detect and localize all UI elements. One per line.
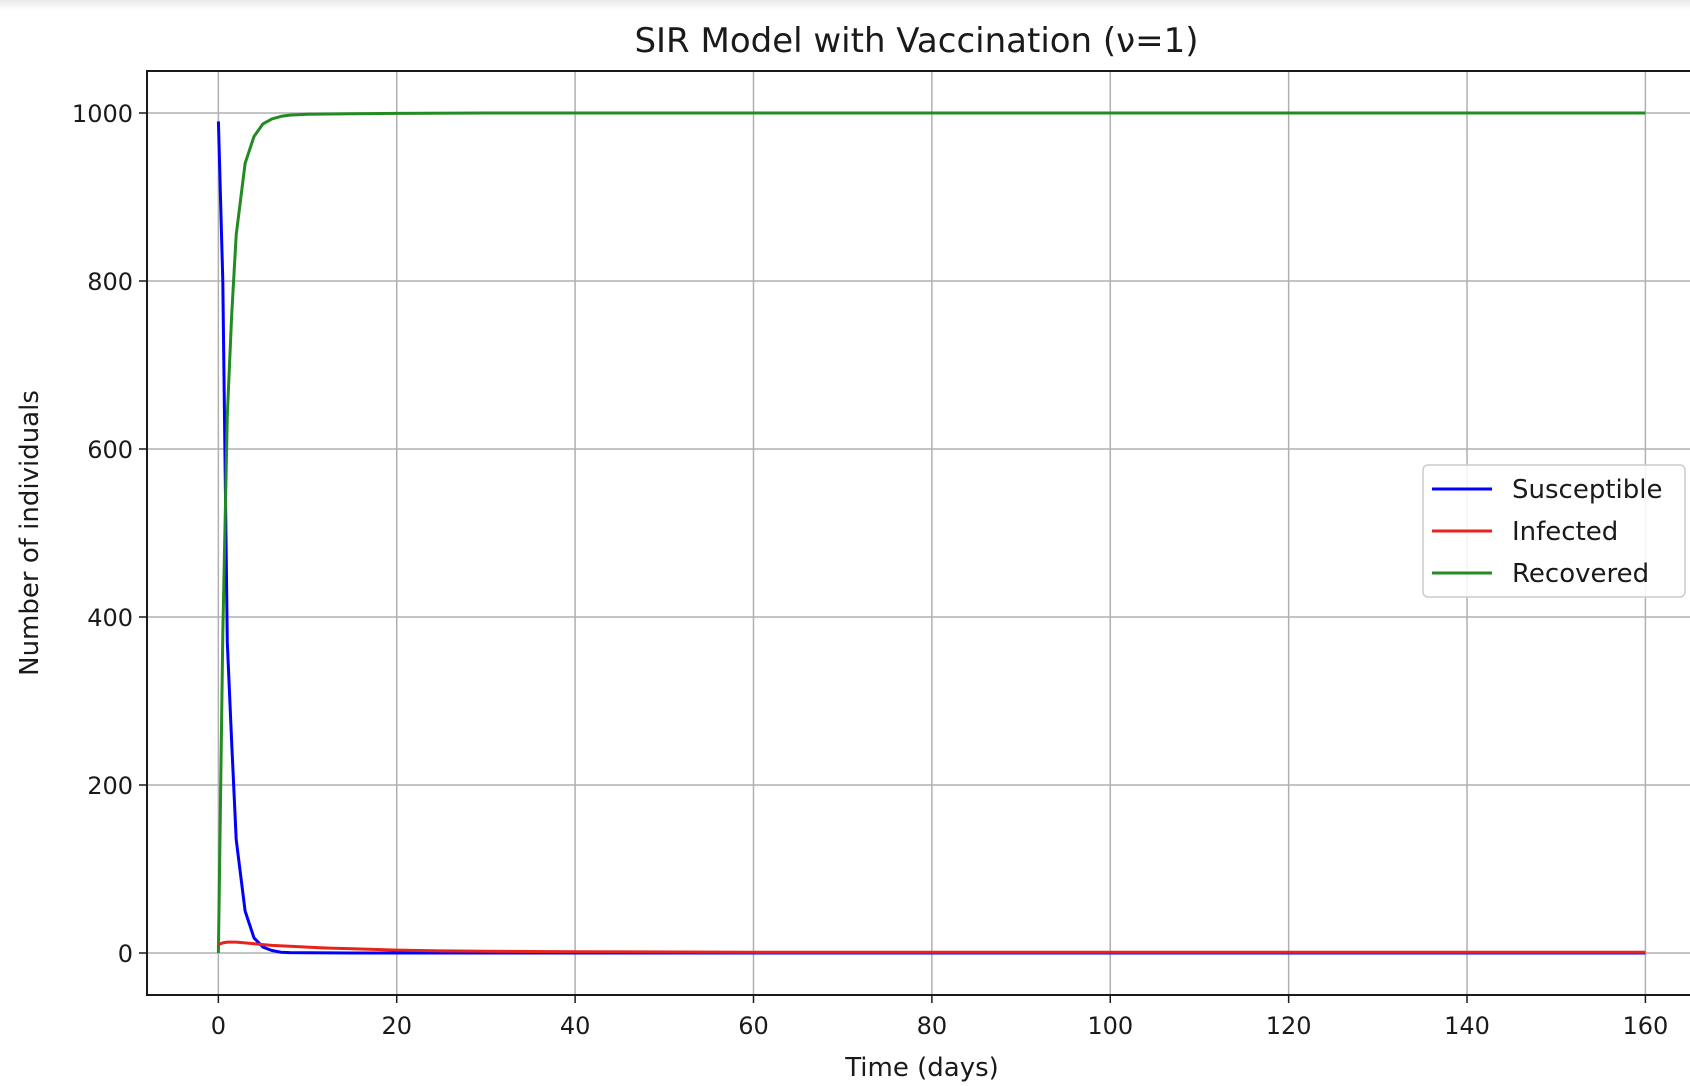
plot-area-frame	[146, 70, 1690, 996]
legend-box	[1422, 464, 1686, 598]
series-layer	[216, 111, 1646, 955]
y-tick-label: 400	[87, 604, 133, 632]
legend-label-susceptible: Susceptible	[1512, 475, 1662, 505]
legend: Susceptible Infected Recovered	[1422, 464, 1686, 598]
x-tick-label: 20	[381, 1012, 412, 1040]
x-tick-label: 0	[211, 1012, 226, 1040]
x-tick-label: 100	[1087, 1012, 1133, 1040]
x-tick-label: 120	[1266, 1012, 1312, 1040]
chart-title: SIR Model with Vaccination (ν=1)	[634, 21, 1198, 61]
legend-label-infected: Infected	[1512, 517, 1618, 547]
x-tick-label: 80	[917, 1012, 948, 1040]
y-tick-label: 600	[87, 436, 133, 464]
x-tick-label: 60	[738, 1012, 769, 1040]
series-line-recovered	[216, 111, 1646, 954]
legend-label-recovered: Recovered	[1512, 559, 1649, 589]
x-tick-label: 160	[1622, 1012, 1668, 1040]
y-tick-label: 0	[118, 940, 133, 968]
window-top-edge	[0, 0, 1690, 10]
y-tick-label: 200	[87, 772, 133, 800]
x-axis-label: Time (days)	[844, 1053, 999, 1083]
y-tick-label: 800	[87, 268, 133, 296]
y-axis-label: Number of individuals	[15, 390, 45, 676]
tick-layer: 0 20 40 60 80 100 120 140 160 0 200 400 600 800 1000	[72, 100, 1668, 1040]
series-line-infected	[217, 940, 1646, 954]
x-tick-label: 140	[1444, 1012, 1490, 1040]
y-tick-label: 1000	[72, 100, 133, 128]
x-tick-label: 40	[560, 1012, 591, 1040]
